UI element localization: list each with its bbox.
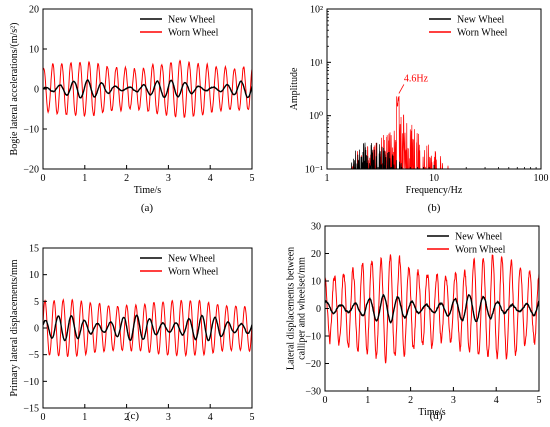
chart-panel-c: 0 1 2 3 4 5 −15 −10 −5 0 5 10 15 Primary lateral disp… [9, 244, 255, 424]
x-tick-label: 4 [208, 412, 213, 423]
x-tick-label: 5 [537, 395, 542, 406]
y-tick-label: 10⁰ [309, 111, 323, 122]
y-axis-title: Bogie lateral accelerations/(m/s²) [9, 23, 20, 156]
legend-entry: Worn Wheel [455, 245, 506, 256]
y-tick-label: 10⁻¹ [305, 165, 323, 176]
peak-annotation: 4.6Hz [404, 73, 429, 84]
plot-area: 4.6Hz [342, 73, 541, 169]
y-axis-title: Primary lateral displacements/mm [9, 259, 20, 396]
y-tick-label: 10 [29, 45, 39, 56]
y-tick-label: 10¹ [310, 58, 323, 69]
y-tick-label: 10 [311, 277, 321, 288]
y-tick-label: −10 [23, 125, 39, 136]
panel-label: (d) [430, 410, 443, 422]
x-tick-label: 0 [323, 395, 328, 406]
legend-entry: Worn Wheel [168, 267, 219, 278]
legend-entry: New Wheel [455, 232, 503, 243]
y-tick-label: 30 [311, 222, 321, 233]
x-tick-label: 10 [429, 173, 439, 184]
legend-entry: Worn Wheel [168, 28, 219, 39]
y-tick-label: 0 [316, 304, 321, 315]
series-line-worn-wheel [43, 59, 252, 118]
y-axis-title: Lateral displacements betweencalliper an… [286, 247, 308, 370]
y-axis-title-line: calliper and wheelset/mm [297, 257, 308, 360]
y-tick-label: −5 [28, 350, 39, 361]
series-line-new-wheel [325, 293, 539, 324]
x-tick-label: 5 [250, 173, 255, 184]
panel-label: (b) [428, 202, 441, 214]
series-line-new-wheel [43, 79, 252, 99]
y-axis-title-line: Primary lateral displacements/mm [9, 259, 20, 396]
chart-panel-d: 0 1 2 3 4 5 −30 −20 −10 0 10 20 30 Time/s Lateral disp… [286, 222, 542, 423]
x-axis-title: Time/s [418, 407, 446, 418]
y-tick-label: 10² [310, 5, 323, 16]
series-line-new-wheel [43, 314, 252, 342]
x-axis-title: Time/s [134, 185, 162, 196]
y-axis-title-line: Bogie lateral accelerations/(m/s²) [9, 23, 20, 156]
plot-area [43, 298, 252, 358]
y-tick-label: −30 [305, 387, 321, 398]
series-line-worn-wheel [43, 298, 252, 358]
plot-frame [326, 8, 542, 170]
y-tick-label: 20 [29, 5, 39, 16]
panel-label: (a) [141, 202, 154, 214]
legend-entry: Worn Wheel [457, 28, 508, 39]
y-tick-label: 0 [34, 324, 39, 335]
legend-entry: New Wheel [168, 15, 216, 26]
x-tick-label: 1 [365, 395, 370, 406]
peak-annotation-arrow [398, 84, 405, 94]
x-tick-label: 2 [124, 412, 129, 423]
y-tick-label: −10 [23, 377, 39, 388]
x-tick-label: 1 [82, 173, 87, 184]
x-tick-label: 5 [250, 412, 255, 423]
y-tick-label: 5 [34, 297, 39, 308]
legend-entry: New Wheel [457, 15, 505, 26]
y-axis-title: Amplitude [289, 67, 300, 110]
x-tick-label: 3 [451, 395, 456, 406]
x-tick-label: 3 [166, 173, 171, 184]
panel-label: (c) [127, 410, 140, 422]
y-tick-label: −15 [23, 404, 39, 415]
x-tick-label: 0 [41, 173, 46, 184]
x-tick-label: 1 [325, 173, 330, 184]
y-tick-label: 20 [311, 249, 321, 260]
x-tick-label: 3 [166, 412, 171, 423]
x-tick-label: 4 [494, 395, 499, 406]
chart-panel-a: 0 1 2 3 4 5 −20 −10 0 10 20 Time/s Bogie lateral acc… [9, 5, 255, 215]
y-tick-label: −20 [305, 359, 321, 370]
x-tick-label: 2 [408, 395, 413, 406]
y-tick-label: −10 [305, 332, 321, 343]
x-tick-label: 2 [124, 173, 129, 184]
x-tick-label: 1 [82, 412, 87, 423]
y-axis-title-line: Lateral displacements between [286, 247, 297, 370]
series-line-worn-wheel [325, 254, 539, 364]
y-tick-label: 15 [29, 244, 39, 255]
x-tick-label: 100 [534, 173, 549, 184]
y-tick-label: 0 [34, 85, 39, 96]
y-tick-label: 10 [29, 270, 39, 281]
plot-frame [324, 225, 540, 392]
y-axis-title-line: Amplitude [289, 67, 300, 110]
chart-panel-b: 4.6Hz 1 10 100 10⁻¹ 10⁰ 10¹ 10² Frequency/Hz Ampl… [289, 5, 549, 215]
x-axis-title: Frequency/Hz [406, 185, 463, 196]
legend-entry: New Wheel [168, 254, 216, 265]
x-tick-label: 0 [41, 412, 46, 423]
plot-area [325, 254, 539, 364]
x-tick-label: 4 [208, 173, 213, 184]
y-tick-label: −20 [23, 165, 39, 176]
plot-area [43, 59, 252, 118]
